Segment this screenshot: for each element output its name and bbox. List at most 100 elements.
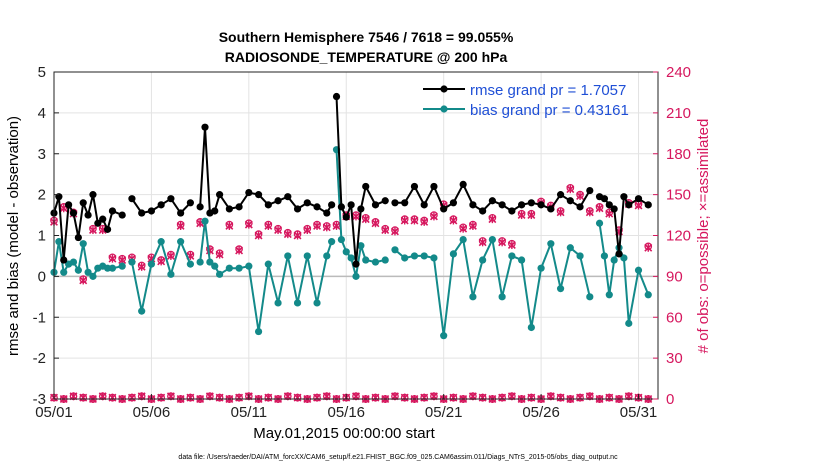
bias-point xyxy=(211,262,219,270)
rmse-point xyxy=(65,201,73,209)
bias-point xyxy=(586,293,594,301)
obs-assimilated-marker xyxy=(89,226,97,235)
obs-assimilated-marker xyxy=(449,216,458,225)
y-axis-left-label: rmse and bias (model - observation) xyxy=(5,116,22,356)
y-left-tick-label: -1 xyxy=(33,309,46,326)
bias-point xyxy=(610,256,618,264)
bias-point xyxy=(303,252,311,260)
obs-assimilated-marker xyxy=(429,212,438,221)
obs-assimilated-marker xyxy=(352,212,360,221)
rmse-point xyxy=(118,211,126,219)
y-axis-right-ticks: 0 30 60 90 120 150 180 210 240 xyxy=(653,64,691,408)
obs-assimilated-marker xyxy=(215,250,224,259)
rmse-point xyxy=(600,195,609,203)
obs-baseline-assimilated-marker xyxy=(264,393,273,402)
bias-point xyxy=(576,252,584,260)
obs-baseline-assimilated-marker xyxy=(313,393,321,402)
bias-point xyxy=(508,252,516,260)
obs-assimilated-marker xyxy=(400,216,409,225)
obs-assimilated-marker xyxy=(166,251,175,260)
x-tick-label: 05/11 xyxy=(231,404,267,421)
rmse-point xyxy=(79,199,87,207)
obs-baseline-assimilated-marker xyxy=(108,393,117,402)
rmse-point xyxy=(381,197,389,205)
bias-point xyxy=(430,254,438,262)
obs-baseline-assimilated-marker xyxy=(556,393,565,402)
rmse-point xyxy=(518,201,526,209)
rmse-point xyxy=(459,180,467,189)
rmse-point xyxy=(225,205,233,213)
bias-point xyxy=(225,264,233,272)
obs-assimilated-marker xyxy=(332,221,341,230)
obs-baseline-assimilated-marker xyxy=(605,393,614,402)
x-tick-label: 05/31 xyxy=(620,404,658,421)
rmse-point xyxy=(362,182,370,191)
bias-point xyxy=(337,235,345,244)
bias-point xyxy=(284,252,292,260)
y-right-tick-label: 150 xyxy=(666,187,691,204)
y-left-tick-label: 5 xyxy=(38,64,46,81)
bias-point xyxy=(620,254,628,262)
rmse-point xyxy=(147,207,156,215)
rmse-point xyxy=(566,197,574,205)
y-right-tick-label: 240 xyxy=(666,64,691,81)
rmse-point xyxy=(201,123,209,131)
obs-assimilated-marker xyxy=(576,191,585,200)
obs-baseline-assimilated-marker xyxy=(235,393,244,402)
bias-point xyxy=(342,248,350,256)
bias-point xyxy=(420,252,428,260)
bias-point xyxy=(600,252,609,260)
obs-assimilated-marker xyxy=(527,211,536,220)
rmse-point xyxy=(332,92,341,101)
x-axis-label: May.01,2015 00:00:00 start xyxy=(253,425,435,442)
obs-assimilated-marker xyxy=(79,276,88,285)
y-right-tick-label: 180 xyxy=(666,146,691,163)
bias-point xyxy=(469,293,477,301)
bias-point xyxy=(362,256,370,264)
obs-baseline-assimilated-marker xyxy=(186,393,195,402)
x-tick-label: 05/01 xyxy=(35,404,73,421)
rmse-point xyxy=(537,201,545,209)
obs-assimilated-marker xyxy=(468,221,477,230)
rmse-point xyxy=(157,201,165,209)
y-left-tick-label: 2 xyxy=(38,187,46,204)
rmse-point xyxy=(274,197,282,205)
obs-assimilated-marker xyxy=(157,257,166,266)
bias-point xyxy=(206,258,214,266)
obs-assimilated-marker xyxy=(556,208,565,217)
bias-point xyxy=(108,264,117,272)
obs-assimilated-marker xyxy=(605,209,614,218)
rmse-point xyxy=(89,191,97,199)
obs-assimilated-marker xyxy=(507,241,516,250)
rmse-point xyxy=(293,205,302,213)
rmse-point xyxy=(99,215,107,223)
y-right-tick-label: 90 xyxy=(666,268,683,285)
bias-point xyxy=(216,270,224,278)
rmse-point xyxy=(328,201,336,209)
obs-assimilated-marker xyxy=(410,216,419,225)
obs-assimilated-marker xyxy=(478,238,487,247)
rmse-point xyxy=(576,203,584,211)
rmse-point xyxy=(235,203,243,211)
bias-point xyxy=(196,258,204,266)
obs-assimilated-marker xyxy=(137,262,146,271)
bias-point xyxy=(459,235,467,244)
bias-point xyxy=(274,299,282,307)
bias-point xyxy=(357,242,365,250)
obs-baseline-assimilated-marker xyxy=(79,393,88,402)
x-tick-label: 05/26 xyxy=(522,404,560,421)
rmse-point xyxy=(634,195,643,203)
y-right-tick-label: 60 xyxy=(666,309,683,326)
obs-assimilated-marker xyxy=(176,221,185,230)
bias-point xyxy=(128,258,136,266)
obs-assimilated-marker xyxy=(498,238,507,247)
y-left-tick-label: 3 xyxy=(38,146,46,163)
rmse-point xyxy=(60,256,68,264)
bias-point xyxy=(89,272,97,280)
y-left-tick-label: 4 xyxy=(38,105,46,122)
bias-point xyxy=(245,262,253,270)
rmse-point xyxy=(498,201,506,209)
rmse-point xyxy=(323,209,331,217)
bias-point xyxy=(566,244,574,252)
obs-baseline-assimilated-marker xyxy=(449,393,458,402)
